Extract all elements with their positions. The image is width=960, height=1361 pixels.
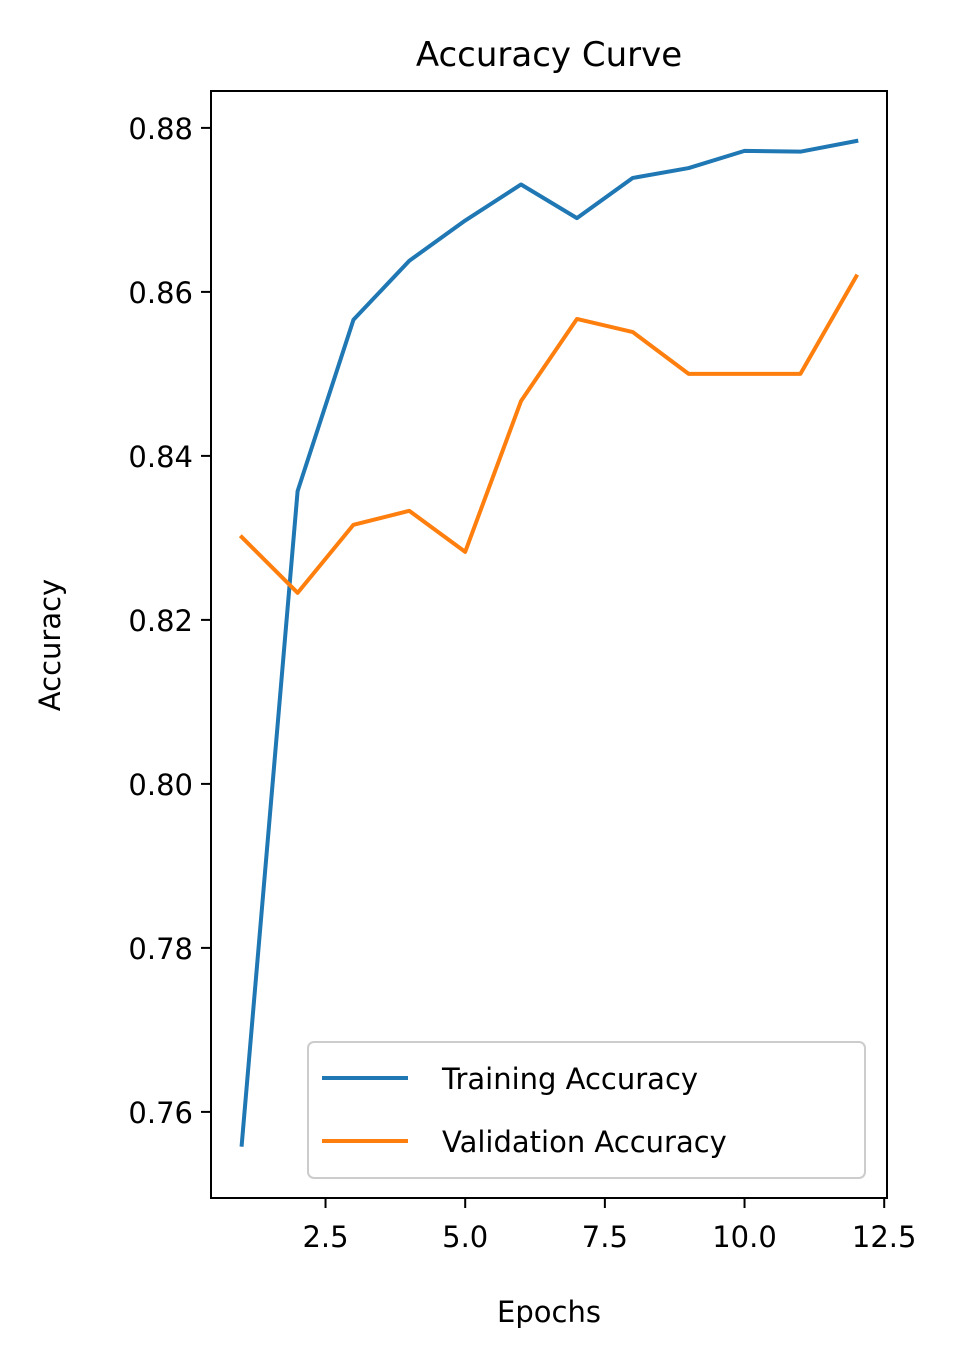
x-tick-label: 10.0 bbox=[712, 1220, 777, 1254]
y-tick-label: 0.88 bbox=[128, 112, 193, 146]
y-tick-label: 0.86 bbox=[128, 276, 193, 310]
y-axis-ticks: 0.76 0.78 0.80 0.82 0.84 0.86 0.88 bbox=[128, 112, 211, 1130]
series-line-0 bbox=[239, 138, 859, 1147]
plot-frame bbox=[210, 90, 888, 1199]
plot-series bbox=[238, 138, 859, 1147]
legend: Training Accuracy Validation Accuracy bbox=[307, 1041, 866, 1179]
legend-label-validation: Validation Accuracy bbox=[442, 1125, 727, 1159]
series-line-1 bbox=[238, 273, 859, 595]
y-tick-label: 0.82 bbox=[128, 604, 193, 638]
legend-label-training: Training Accuracy bbox=[441, 1062, 698, 1096]
x-tick-label: 2.5 bbox=[302, 1220, 348, 1254]
x-axis-ticks: 2.5 5.0 7.5 10.0 12.5 bbox=[302, 1198, 916, 1254]
chart-title: Accuracy Curve bbox=[416, 35, 682, 75]
y-axis-label: Accuracy bbox=[33, 579, 67, 711]
x-tick-label: 5.0 bbox=[442, 1220, 488, 1254]
y-tick-label: 0.78 bbox=[128, 932, 193, 966]
x-tick-label: 12.5 bbox=[852, 1220, 917, 1254]
y-tick-label: 0.80 bbox=[128, 768, 193, 802]
legend-box bbox=[307, 1041, 866, 1179]
y-tick-label: 0.76 bbox=[128, 1096, 193, 1130]
x-tick-label: 7.5 bbox=[582, 1220, 628, 1254]
y-tick-label: 0.84 bbox=[128, 440, 193, 474]
x-axis-label: Epochs bbox=[497, 1295, 601, 1329]
